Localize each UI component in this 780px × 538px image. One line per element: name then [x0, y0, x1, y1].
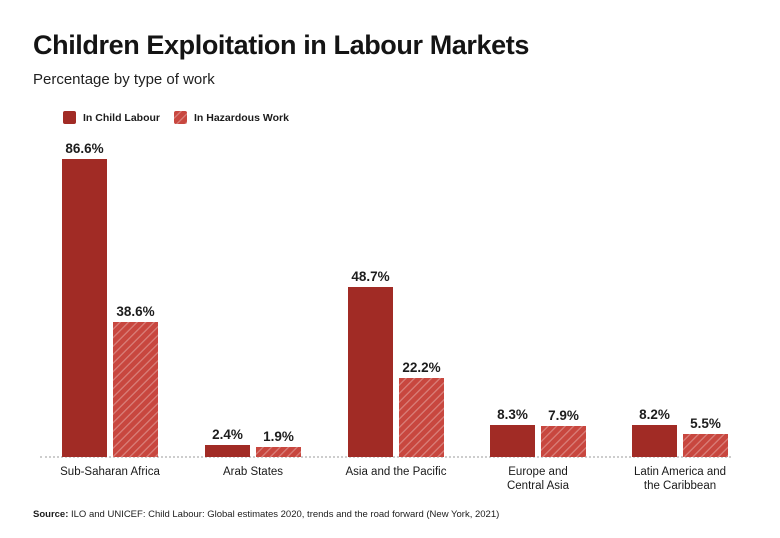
page-title: Children Exploitation in Labour Markets	[33, 30, 529, 60]
chart-legend: In Child Labour In Hazardous Work	[63, 111, 289, 124]
bar-solid-group-1	[205, 444, 250, 457]
bar-hatched-group-3	[541, 426, 586, 457]
value-label: 22.2%	[402, 359, 441, 375]
category-label: Europe and Central Asia	[506, 466, 569, 492]
value-label: 86.6%	[65, 140, 104, 156]
legend-label: In Child Labour	[83, 111, 160, 124]
bar-solid-group-3	[490, 424, 535, 457]
source-prefix: Source:	[33, 509, 69, 520]
bar-hatched-group-4	[683, 434, 728, 457]
legend-item-hatched: In Hazardous Work	[174, 111, 289, 124]
hatched-red-square-icon	[174, 111, 187, 124]
value-label: 48.7%	[351, 269, 390, 285]
bar-hatched-group-2	[399, 377, 444, 457]
page-subtitle: Percentage by type of work	[33, 71, 215, 88]
chart-baseline	[40, 456, 731, 458]
bar-solid-group-0	[62, 158, 107, 457]
bar-hatched-group-1	[256, 446, 301, 457]
category-label: Latin America and the Caribbean	[633, 466, 727, 492]
value-label: 8.3%	[497, 406, 528, 422]
source-text: ILO and UNICEF: Child Labour: Global est…	[68, 509, 500, 520]
value-label: 8.2%	[639, 407, 670, 423]
bar-hatched-group-0	[113, 321, 158, 457]
category-label: Asia and the Pacific	[345, 466, 447, 478]
bar-solid-group-2	[348, 287, 393, 457]
legend-item-solid: In Child Labour	[63, 111, 160, 124]
bar-solid-group-4	[632, 425, 677, 457]
value-label: 5.5%	[690, 416, 721, 432]
category-label: Sub-Saharan Africa	[60, 466, 160, 478]
legend-label: In Hazardous Work	[194, 111, 289, 124]
value-label: 38.6%	[116, 303, 155, 319]
value-label: 1.9%	[263, 428, 294, 444]
category-label: Arab States	[222, 466, 284, 478]
solid-red-square-icon	[63, 111, 76, 124]
value-label: 2.4%	[212, 426, 243, 442]
source-note: Source: ILO and UNICEF: Child Labour: Gl…	[33, 509, 499, 520]
value-label: 7.9%	[548, 408, 579, 424]
